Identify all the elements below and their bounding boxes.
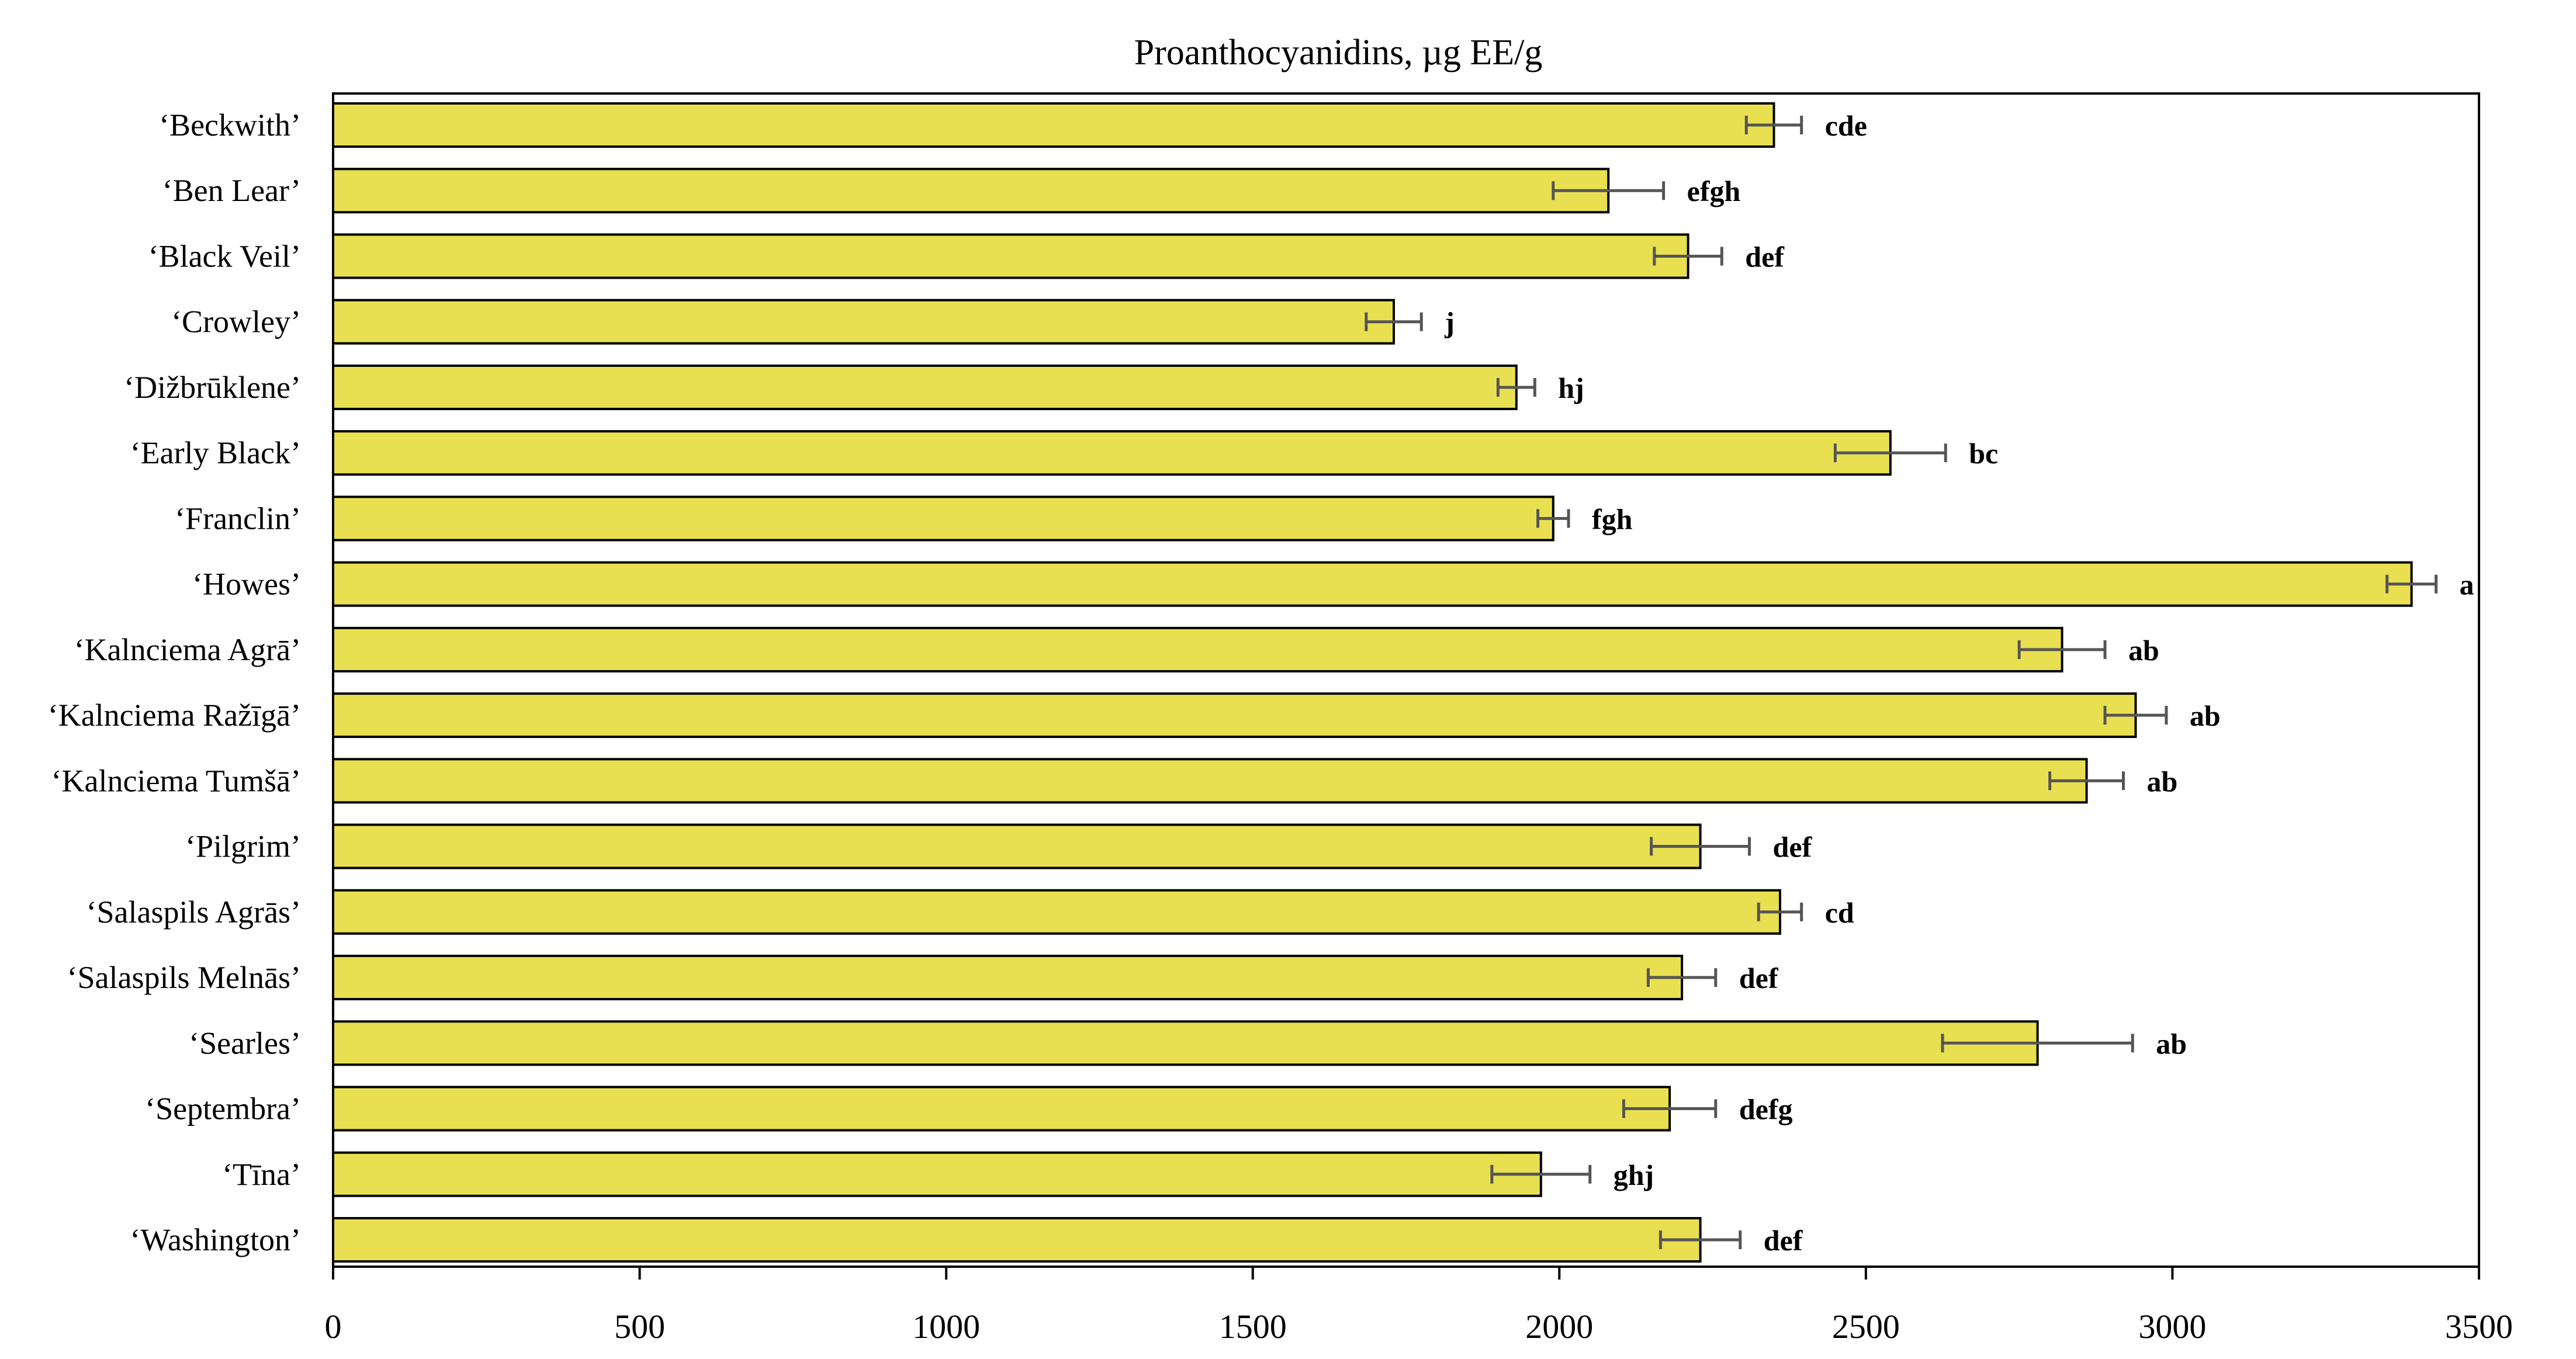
bar — [332, 430, 1892, 476]
significance-label: fgh — [1592, 502, 1633, 535]
bar — [332, 1151, 1542, 1197]
significance-label: def — [1739, 962, 1779, 994]
x-tick-label: 0 — [325, 1308, 342, 1346]
category-label: ‘Washington’ — [130, 1222, 301, 1257]
category-label: ‘Salaspils Melnās’ — [67, 960, 301, 995]
bar — [332, 758, 2088, 804]
significance-label: hj — [1558, 372, 1584, 404]
bar — [332, 1217, 1702, 1263]
significance-label: def — [1764, 1224, 1803, 1257]
x-tick-label: 3500 — [2445, 1308, 2513, 1346]
significance-label: cd — [1825, 896, 1854, 929]
bar — [332, 1020, 2039, 1066]
category-label: ‘Septembra’ — [145, 1091, 301, 1126]
significance-label: j — [1444, 306, 1455, 339]
category-label: ‘Howes’ — [192, 567, 301, 602]
significance-label: ab — [2190, 699, 2221, 732]
category-label: ‘Ben Lear’ — [162, 173, 301, 208]
category-label: ‘Tīna’ — [222, 1157, 301, 1192]
category-label: ‘Kalnciema Ražīgā’ — [48, 698, 301, 733]
bar — [332, 692, 2137, 739]
significance-label: cde — [1825, 109, 1867, 142]
bar — [332, 495, 1554, 542]
x-tick-label: 2500 — [1832, 1308, 1900, 1346]
significance-label: def — [1773, 831, 1813, 864]
significance-label: ab — [2146, 765, 2177, 798]
significance-label: a — [2460, 568, 2474, 601]
category-label: ‘Kalnciema Tumšā’ — [51, 763, 301, 798]
bar — [332, 955, 1684, 1001]
bar — [332, 299, 1396, 345]
bar — [332, 364, 1518, 410]
category-label: ‘Crowley’ — [171, 304, 301, 339]
bar — [332, 1086, 1671, 1132]
bar — [332, 102, 1775, 148]
category-label: ‘Early Black’ — [130, 435, 301, 470]
significance-label: bc — [1969, 437, 1998, 470]
bar — [332, 626, 2063, 672]
bar — [332, 168, 1610, 214]
category-label: ‘Searles’ — [189, 1025, 301, 1060]
x-tick-label: 1500 — [1219, 1308, 1287, 1346]
bar — [332, 561, 2413, 607]
category-label: ‘Salaspils Agrās’ — [86, 895, 301, 930]
category-label: ‘Kalnciema Agrā’ — [74, 632, 301, 667]
category-labels: ‘Beckwith’ ‘Ben Lear’ ‘Black Veil’ ‘Crowley… — [48, 108, 301, 1257]
x-tick-label: 2000 — [1525, 1308, 1593, 1346]
chart-title: Proanthocyanidins, µg EE/g — [1134, 33, 1543, 72]
bar — [332, 889, 1781, 935]
bars-layer: cdeefghdefjhjbcfghaabababdefcddefabdefgg… — [332, 102, 2474, 1263]
significance-label: ab — [2128, 634, 2159, 667]
x-tick-label: 3000 — [2138, 1308, 2206, 1346]
significance-label: def — [1745, 240, 1785, 273]
plot-frame — [332, 92, 2480, 1268]
category-label: ‘Franclin’ — [175, 501, 301, 536]
significance-label: defg — [1739, 1093, 1793, 1126]
significance-label: ab — [2156, 1027, 2187, 1060]
category-label: ‘Black Veil’ — [148, 238, 301, 273]
bar — [332, 823, 1702, 869]
category-label: ‘Dižbrūklene’ — [124, 370, 301, 405]
x-axis: 0 500 1000 1500 2000 2500 3000 3500 — [325, 1267, 2513, 1346]
bar — [332, 233, 1689, 279]
category-label: ‘Pilgrim’ — [185, 829, 301, 864]
significance-label: ghj — [1614, 1159, 1654, 1191]
x-tick-label: 500 — [614, 1308, 665, 1346]
x-tick-label: 1000 — [912, 1308, 980, 1346]
significance-label: efgh — [1687, 175, 1741, 207]
category-label: ‘Beckwith’ — [159, 108, 301, 143]
